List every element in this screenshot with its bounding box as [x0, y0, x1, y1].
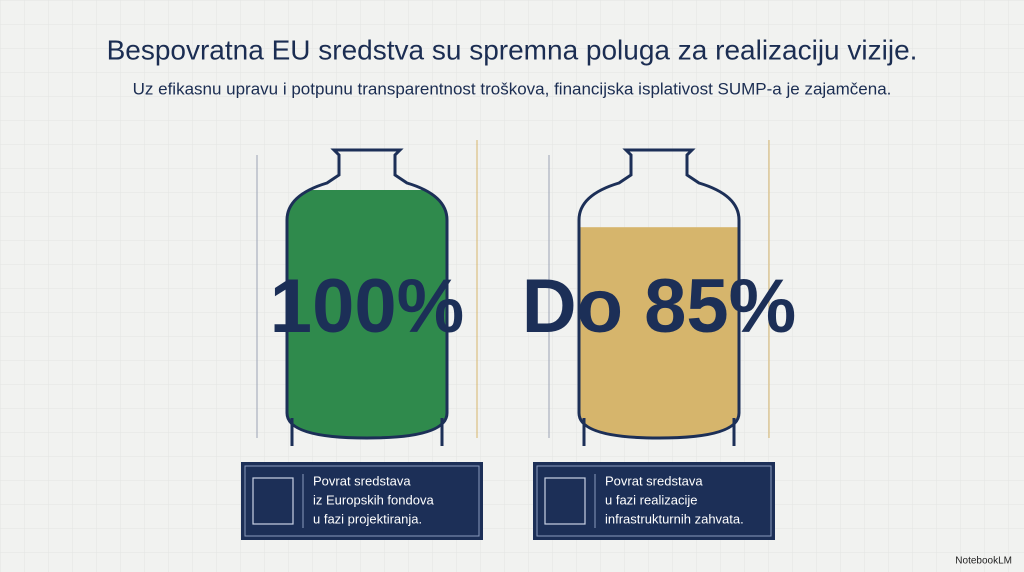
caption-border	[244, 465, 480, 537]
caption-line: u fazi projektiranja.	[313, 511, 422, 526]
tank-outline	[285, 148, 449, 440]
caption-line: u fazi realizacije	[605, 492, 698, 507]
caption-line: infrastrukturnih zahvata.	[605, 511, 744, 526]
big-label: Do 85%	[522, 264, 797, 349]
watermark: NotebookLM	[955, 556, 1012, 567]
tank-outline	[577, 148, 741, 440]
tank-fill	[287, 190, 447, 438]
caption-line: Povrat sredstava	[313, 473, 411, 488]
caption-box	[533, 462, 775, 540]
title: Bespovratna EU sredstva su spremna polug…	[107, 34, 918, 65]
caption-line: Povrat sredstava	[605, 473, 703, 488]
caption-border	[536, 465, 772, 537]
caption-line: iz Europskih fondova	[313, 492, 434, 507]
panels: 100% Povrat sredstava iz Europskih fondova…	[241, 140, 796, 540]
caption-icon	[252, 477, 294, 525]
caption-icon	[544, 477, 586, 525]
caption-box	[241, 462, 483, 540]
subtitle: Uz efikasnu upravu i potpunu transparent…	[133, 79, 892, 98]
big-label: 100%	[270, 264, 464, 349]
tank-fill	[579, 227, 739, 438]
